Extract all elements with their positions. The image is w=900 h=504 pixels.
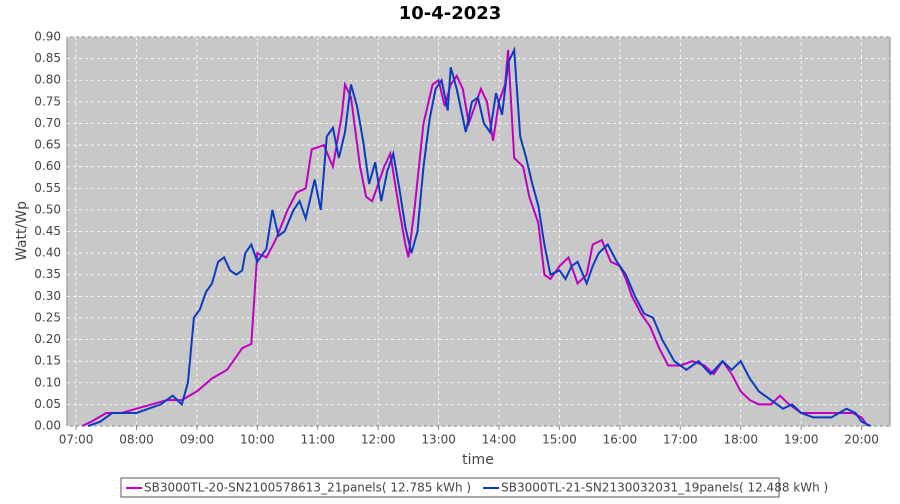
x-tick-label: 08:00 bbox=[119, 433, 154, 447]
y-tick-label: 0.40 bbox=[34, 246, 61, 260]
y-tick-label: 0.00 bbox=[34, 419, 61, 433]
series-line bbox=[87, 46, 872, 427]
x-axis-label: time bbox=[462, 452, 494, 468]
series-line bbox=[81, 49, 869, 427]
x-tick-label: 15:00 bbox=[542, 433, 577, 447]
x-tick-label: 09:00 bbox=[180, 433, 215, 447]
y-tick-label: 0.65 bbox=[34, 138, 61, 152]
y-tick-label: 0.60 bbox=[34, 159, 61, 173]
y-axis-label: Watt/Wp bbox=[14, 201, 30, 261]
y-tick-label: 0.20 bbox=[34, 332, 61, 346]
y-tick-label: 0.70 bbox=[34, 116, 61, 130]
legend-label: SB3000TL-21-SN2130032031_19panels( 12.48… bbox=[501, 481, 828, 495]
x-tick-label: 20:00 bbox=[844, 433, 879, 447]
y-tick-label: 0.90 bbox=[34, 30, 61, 44]
x-tick-label: 12:00 bbox=[361, 433, 396, 447]
x-tick-label: 17:00 bbox=[663, 433, 698, 447]
y-tick-label: 0.30 bbox=[34, 289, 61, 303]
y-tick-label: 0.50 bbox=[34, 202, 61, 216]
y-tick-label: 0.75 bbox=[34, 94, 61, 108]
chart-title: 10-4-2023 bbox=[399, 3, 502, 24]
x-tick-label: 07:00 bbox=[59, 433, 94, 447]
x-tick-label: 11:00 bbox=[300, 433, 335, 447]
y-tick-label: 0.85 bbox=[34, 51, 61, 65]
x-tick-label: 14:00 bbox=[482, 433, 517, 447]
y-tick-label: 0.35 bbox=[34, 267, 61, 281]
legend bbox=[120, 477, 780, 498]
x-tick-label: 18:00 bbox=[723, 433, 758, 447]
y-tick-label: 0.15 bbox=[34, 354, 61, 368]
y-tick-label: 0.05 bbox=[34, 397, 61, 411]
y-tick-label: 0.10 bbox=[34, 375, 61, 389]
x-tick-label: 16:00 bbox=[603, 433, 638, 447]
x-tick-label: 19:00 bbox=[784, 433, 819, 447]
y-tick-label: 0.55 bbox=[34, 181, 61, 195]
y-tick-label: 0.45 bbox=[34, 224, 61, 238]
y-tick-label: 0.80 bbox=[34, 73, 61, 87]
legend-label: SB3000TL-20-SN2100578613_21panels( 12.78… bbox=[144, 481, 471, 495]
x-tick-label: 13:00 bbox=[421, 433, 456, 447]
y-tick-label: 0.25 bbox=[34, 310, 61, 324]
x-tick-label: 10:00 bbox=[240, 433, 275, 447]
